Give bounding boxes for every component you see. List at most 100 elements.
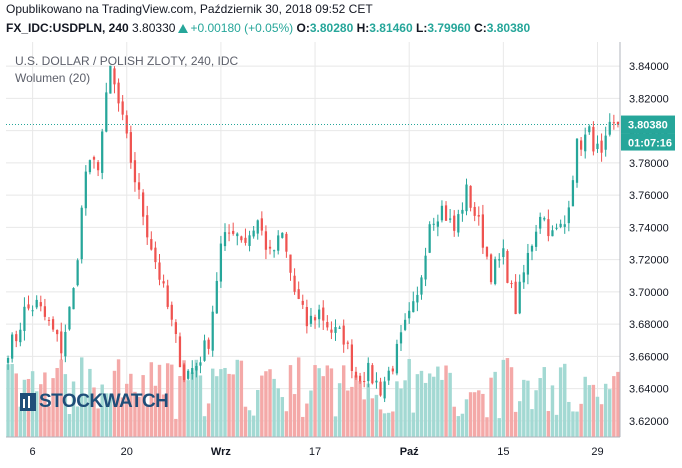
symbol-label[interactable]: FX_IDC:USDPLN, 240 <box>6 21 129 35</box>
candle-body <box>174 322 177 335</box>
volume-bar <box>513 411 518 437</box>
volume-bar <box>153 385 158 437</box>
date-tick-label: 15 <box>497 446 509 458</box>
volume-bar <box>235 359 239 437</box>
candle-body <box>579 140 583 150</box>
candle-body <box>358 375 362 382</box>
candle-body <box>297 289 300 299</box>
high-label: H: <box>356 21 370 35</box>
candle-body <box>354 371 358 378</box>
candle-body <box>534 231 538 247</box>
price-tick-label: 3.72000 <box>629 255 669 267</box>
candle-body <box>424 255 427 280</box>
volume-bar <box>481 393 485 437</box>
price-chart[interactable]: 3.840003.820003.800003.780003.760003.740… <box>0 40 682 468</box>
volume-bar <box>378 409 383 437</box>
volume-bar <box>223 367 227 437</box>
candle-body <box>158 262 161 280</box>
candle-body <box>449 218 452 220</box>
candle-body <box>92 157 96 160</box>
volume-bar <box>18 406 23 437</box>
volume-bar <box>251 415 256 437</box>
candle-body <box>240 236 243 241</box>
candle-body <box>31 310 34 312</box>
candle-body <box>15 334 18 342</box>
volume-indicator-label[interactable]: Wolumen (20) <box>15 71 91 85</box>
volume-bar <box>468 392 473 437</box>
volume-bar <box>534 390 538 437</box>
volume-bar <box>47 406 51 437</box>
candle-body <box>453 215 456 231</box>
candle-body <box>285 233 288 252</box>
volume-bar <box>227 373 231 437</box>
volume-bar <box>71 381 76 437</box>
volume-bar <box>75 406 80 437</box>
stockwatch-logo: STOCKWATCH <box>20 390 169 414</box>
candle-body <box>146 215 149 238</box>
price-tick-label: 3.62000 <box>629 416 669 428</box>
volume-bar <box>39 384 43 437</box>
candle-body <box>19 329 22 343</box>
candle-body <box>289 254 292 273</box>
volume-bar <box>542 367 546 437</box>
low-label: L: <box>416 21 428 35</box>
volume-bar <box>599 404 604 437</box>
candle-body <box>129 132 132 163</box>
volume-bar <box>346 390 350 437</box>
stockwatch-logo-icon <box>20 393 36 411</box>
volume-bar <box>129 373 133 437</box>
candle-body <box>215 280 218 314</box>
candle-body <box>232 230 235 234</box>
date-tick-label: 20 <box>121 446 133 458</box>
volume-bar <box>280 397 285 437</box>
volume-bar <box>517 401 522 437</box>
volume-bar <box>149 362 154 437</box>
volume-bar <box>485 417 489 437</box>
candle-body <box>105 92 108 132</box>
candle-body <box>60 331 63 354</box>
candle-body <box>498 259 501 261</box>
volume-bar <box>202 416 207 437</box>
candle-body <box>481 214 484 248</box>
candle-body <box>227 232 231 234</box>
volume-bar <box>264 371 268 437</box>
volume-bar <box>63 374 68 437</box>
volume-bar <box>292 394 297 437</box>
candle-body <box>604 135 607 150</box>
date-tick-label: Wrz <box>211 446 231 458</box>
volume-bar <box>472 392 477 437</box>
candle-body <box>244 237 247 243</box>
candle-body <box>420 277 423 295</box>
candle-body <box>223 232 227 247</box>
volume-bar <box>477 390 481 437</box>
candle-body <box>248 235 251 246</box>
price-tick-label: 3.78000 <box>629 158 669 170</box>
candle-body <box>457 214 460 233</box>
price-tick-label: 3.66000 <box>629 351 669 363</box>
candle-body <box>272 250 276 252</box>
candle-body <box>555 227 558 229</box>
volume-bar <box>231 374 235 437</box>
candle-body <box>444 205 448 221</box>
candle-body <box>76 260 79 286</box>
published-label: Opublikowano na TradingView.com, Paździe… <box>6 2 373 16</box>
volume-bar <box>243 406 248 437</box>
candle-body <box>387 370 390 381</box>
volume-bar <box>157 364 162 437</box>
candle-body <box>596 143 599 150</box>
candle-body <box>39 302 42 307</box>
candle-body <box>592 126 595 152</box>
volume-bar <box>116 359 121 437</box>
volume-bar <box>366 383 370 437</box>
candle-body <box>367 362 370 382</box>
candle-body <box>600 140 603 153</box>
candle-body <box>211 311 214 351</box>
candle-body <box>502 248 505 258</box>
volume-bar <box>526 380 530 437</box>
last-price-label: 3.80380 <box>628 120 668 132</box>
candle-body <box>616 121 620 125</box>
price-change: +0.00180 (+0.05%) <box>190 21 294 35</box>
volume-bar <box>362 399 366 437</box>
volume-bar <box>301 416 305 437</box>
volume-bar <box>108 393 113 437</box>
